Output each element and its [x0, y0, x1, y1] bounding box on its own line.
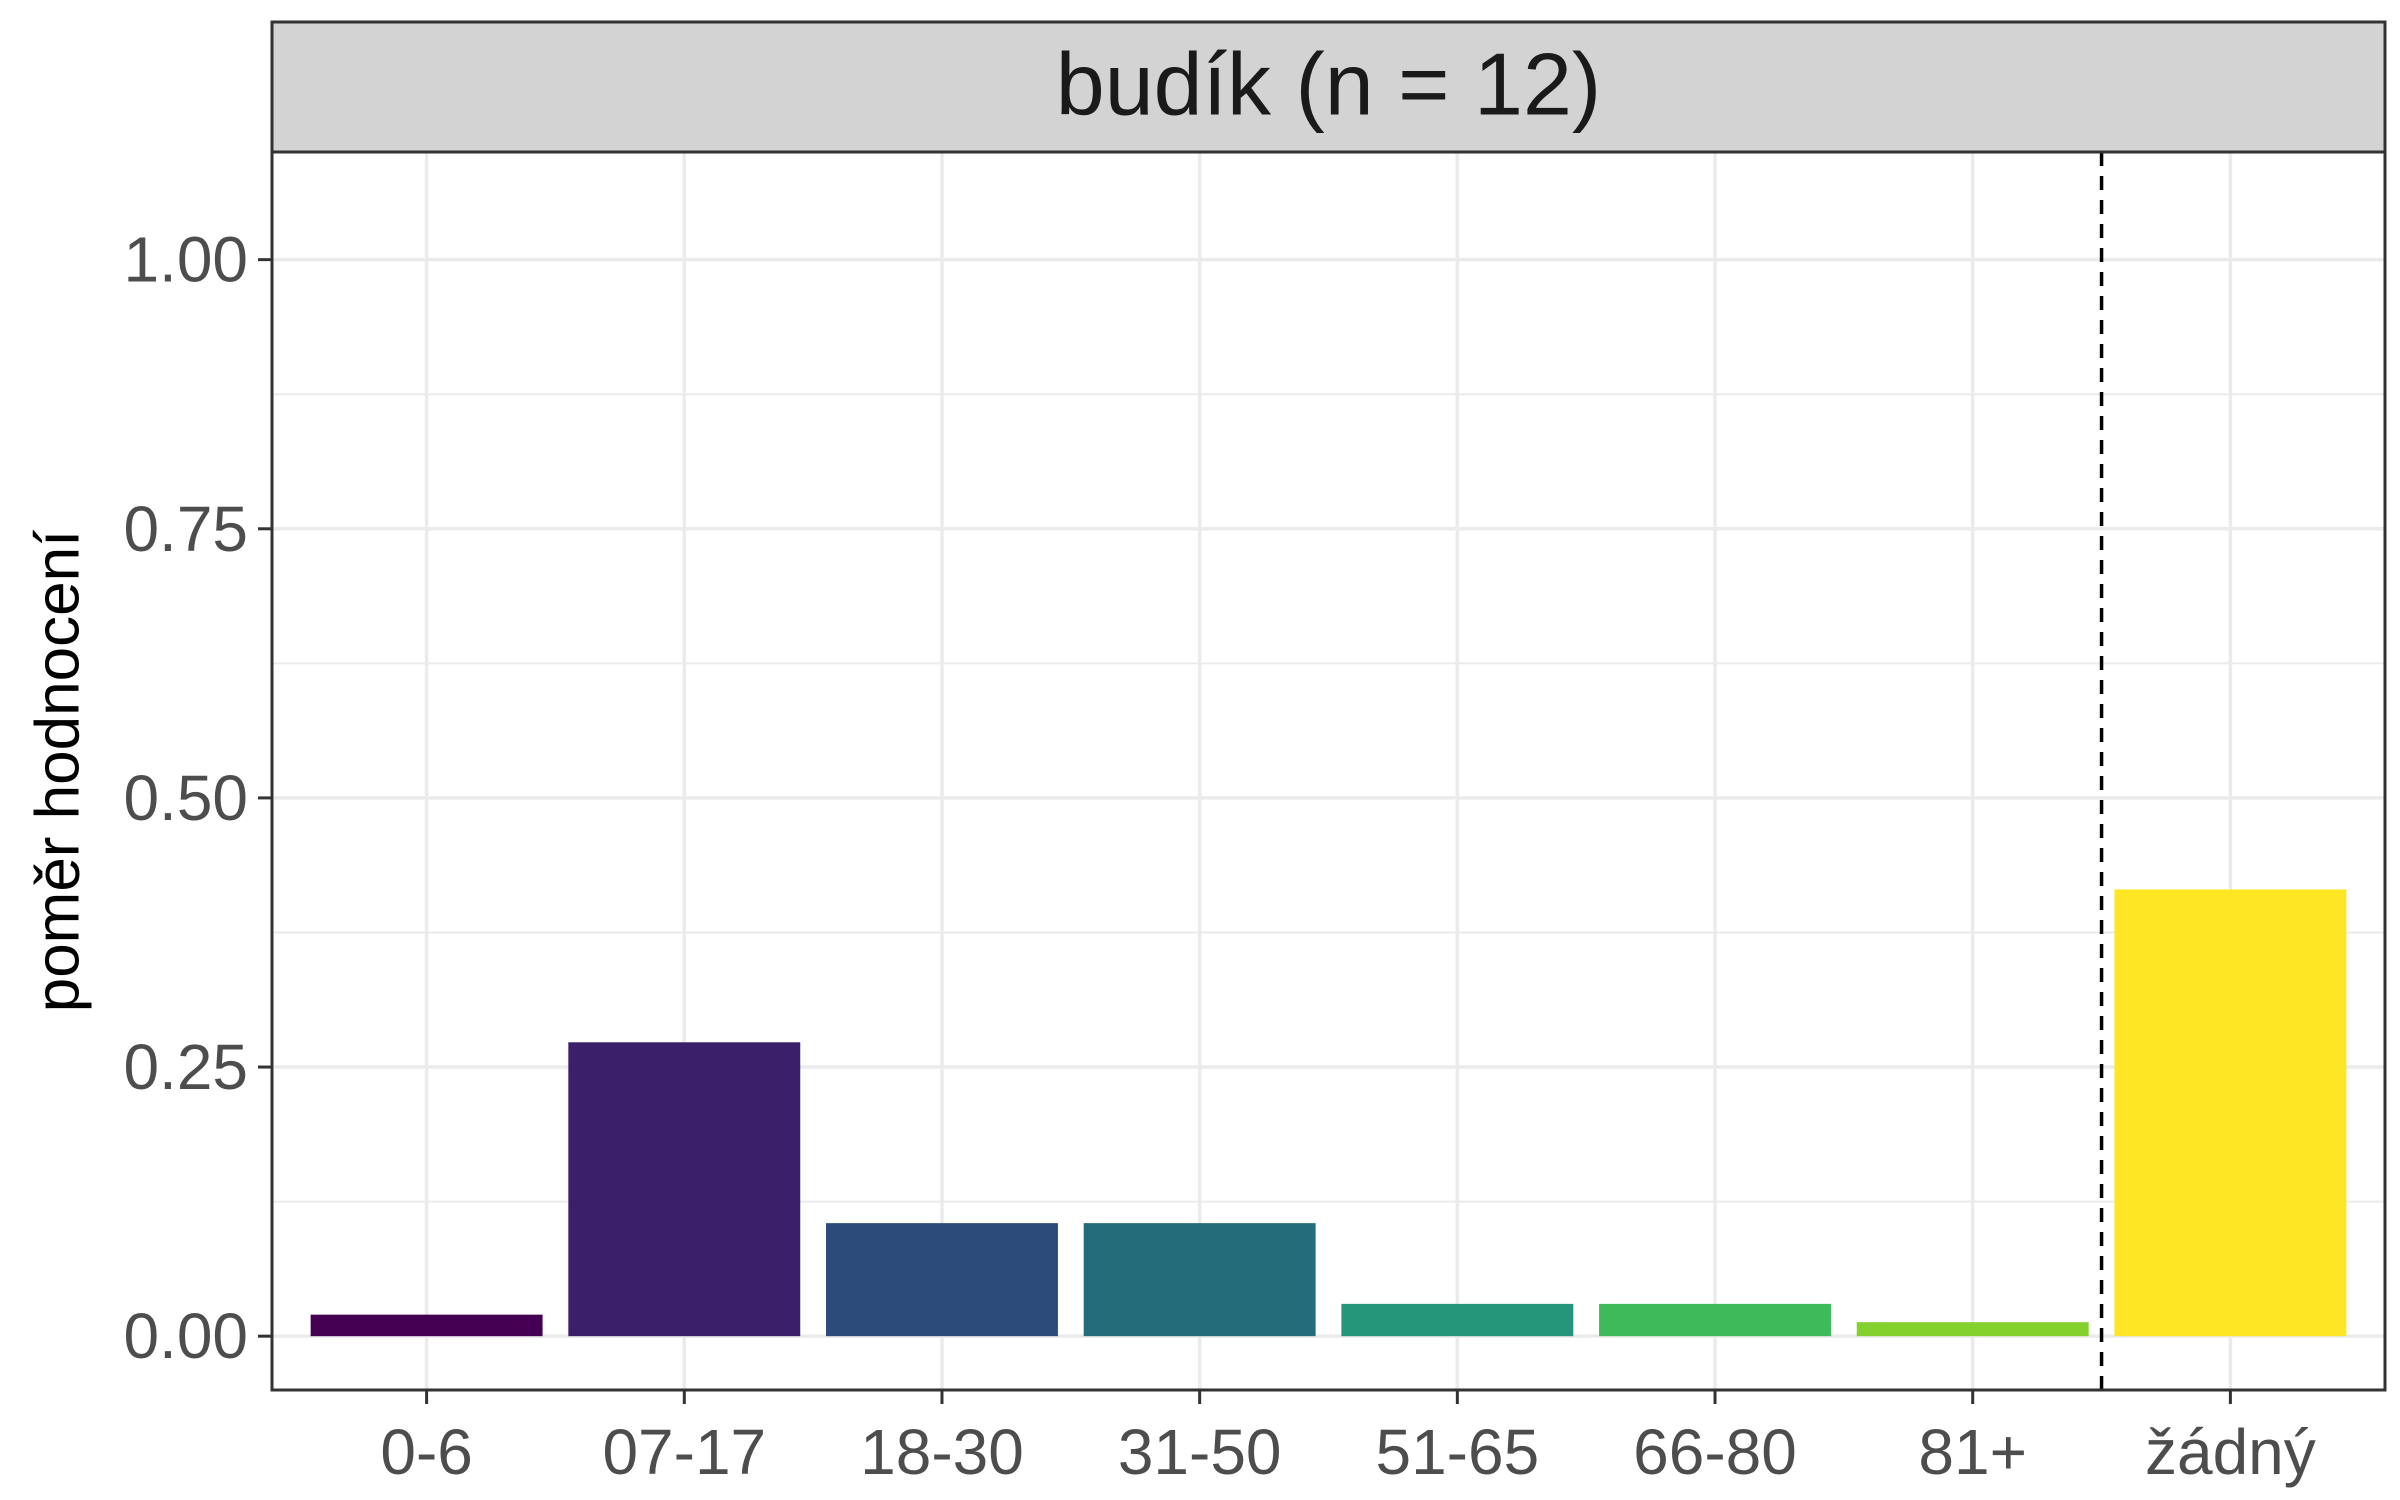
bar-0-6: [310, 1314, 543, 1337]
x-tick-label: 18-30: [860, 1416, 1024, 1488]
y-axis-title: poměr hodnocení: [23, 530, 92, 1013]
y-tick-label: 0.75: [123, 493, 248, 565]
y-tick-label: 0.25: [123, 1031, 248, 1103]
x-tick-label: žádný: [2145, 1416, 2316, 1488]
x-tick-label: 31-50: [1118, 1416, 1282, 1488]
x-tick-label: 51-65: [1375, 1416, 1539, 1488]
bar-žádný: [2114, 889, 2347, 1337]
bars: [310, 889, 2347, 1337]
y-tick-label: 1.00: [123, 224, 248, 296]
bar-31-50: [1083, 1223, 1316, 1337]
bar-07-17: [568, 1042, 801, 1337]
y-tick-label: 0.50: [123, 762, 248, 834]
facet-title: budík (n = 12): [1056, 34, 1601, 133]
y-tick-label: 0.00: [123, 1300, 248, 1372]
bar-18-30: [826, 1223, 1058, 1337]
bar-66-80: [1599, 1303, 1831, 1337]
x-tick-label: 81+: [1918, 1416, 2027, 1488]
facet-strip: [270, 20, 2387, 154]
y-axis: 0.00 0.25 0.50 0.75 1.00: [123, 224, 272, 1372]
x-tick-label: 66-80: [1633, 1416, 1797, 1488]
x-axis: 0-6 07-17 18-30 31-50 51-65 66-80 81+ žádný: [380, 1390, 2316, 1488]
bar-81+: [1856, 1322, 2089, 1337]
x-tick-label: 0-6: [380, 1416, 473, 1488]
bar-51-65: [1341, 1303, 1574, 1337]
x-tick-label: 07-17: [602, 1416, 766, 1488]
